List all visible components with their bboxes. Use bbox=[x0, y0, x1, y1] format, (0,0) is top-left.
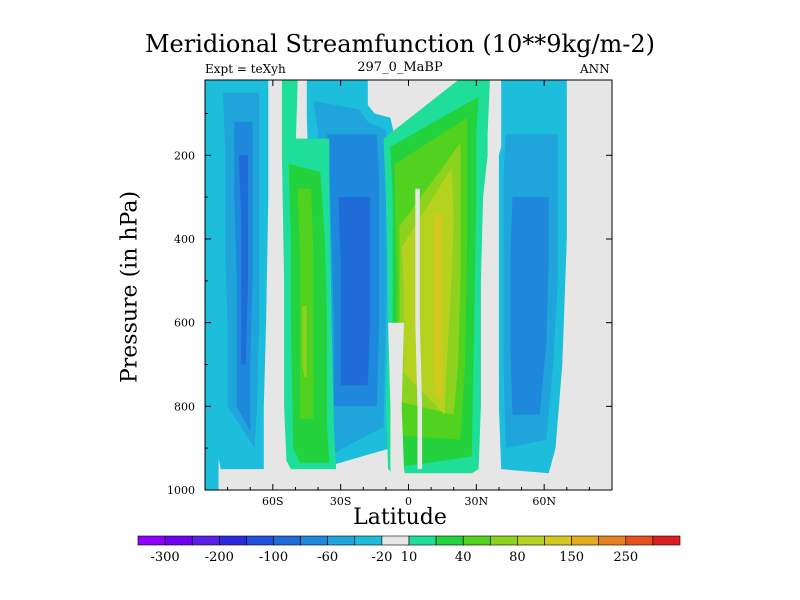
colorbar-swatch-9 bbox=[381, 535, 410, 546]
y-tick-label: 600 bbox=[174, 317, 195, 330]
colorbar-swatch-17 bbox=[598, 535, 627, 546]
y-tick-label: 800 bbox=[174, 400, 195, 413]
colorbar-label: -20 bbox=[371, 550, 392, 565]
colorbar-swatch-12 bbox=[462, 535, 491, 546]
x-axis-title: Latitude bbox=[353, 505, 447, 530]
colorbar-swatch-2 bbox=[191, 535, 220, 546]
colorbar-swatch-16 bbox=[571, 535, 599, 546]
colorbar-swatch-4 bbox=[246, 535, 274, 546]
colorbar-swatch-1 bbox=[164, 535, 193, 546]
contour-fill-22 bbox=[433, 213, 443, 398]
near-zero-channel-1 bbox=[415, 188, 423, 470]
colorbar-swatch-3 bbox=[219, 535, 247, 546]
near-zero-channel-0 bbox=[388, 322, 407, 482]
season-label: ANN bbox=[580, 62, 610, 76]
chart-title: Meridional Streamfunction (10**9kg/m-2) bbox=[144, 30, 656, 58]
colorbar-label: 80 bbox=[509, 550, 526, 565]
x-tick-label: 60S bbox=[262, 495, 284, 508]
colorbar-swatch-8 bbox=[354, 535, 383, 546]
contour-fill-11 bbox=[510, 197, 549, 415]
case-label: 297_0_MaBP bbox=[357, 60, 443, 75]
y-axis-title: Pressure (in hPa) bbox=[117, 190, 143, 384]
colorbar-label: -300 bbox=[150, 550, 179, 565]
contour-fill-8 bbox=[338, 197, 371, 386]
colorbar-label: 10 bbox=[401, 550, 418, 565]
y-tick-label: 200 bbox=[174, 149, 195, 162]
contour-fill-15 bbox=[297, 188, 314, 419]
colorbar-swatch-11 bbox=[435, 535, 464, 546]
colorbar-label: -60 bbox=[317, 550, 338, 565]
colorbar-swatch-7 bbox=[327, 535, 356, 546]
colorbar-swatch-5 bbox=[273, 535, 301, 546]
colorbar-swatch-6 bbox=[300, 535, 329, 546]
x-tick-label: 30N bbox=[465, 495, 489, 508]
colorbar-swatch-15 bbox=[544, 535, 572, 546]
colorbar-swatch-19 bbox=[652, 535, 681, 546]
colorbar-swatch-14 bbox=[517, 535, 545, 546]
colorbar-swatch-13 bbox=[489, 535, 518, 546]
colorbar-swatch-0 bbox=[137, 535, 166, 546]
colorbar-label: -100 bbox=[259, 550, 288, 565]
colorbar-label: 40 bbox=[455, 550, 472, 565]
y-tick-label: 400 bbox=[174, 233, 195, 246]
y-tick-label: 1000 bbox=[167, 484, 195, 497]
colorbar-swatch-10 bbox=[408, 535, 437, 546]
contour-fill-4 bbox=[238, 155, 248, 365]
x-tick-label: 0 bbox=[405, 495, 412, 508]
colorbar-label: -200 bbox=[205, 550, 234, 565]
colorbar-label: 150 bbox=[559, 550, 584, 565]
colorbar-label: 250 bbox=[613, 550, 638, 565]
contour-fill-16 bbox=[302, 305, 307, 377]
experiment-label: Expt = teXyh bbox=[205, 62, 286, 76]
x-tick-label: 60N bbox=[532, 495, 556, 508]
colorbar-swatch-18 bbox=[625, 535, 654, 546]
x-tick-label: 30S bbox=[330, 495, 352, 508]
